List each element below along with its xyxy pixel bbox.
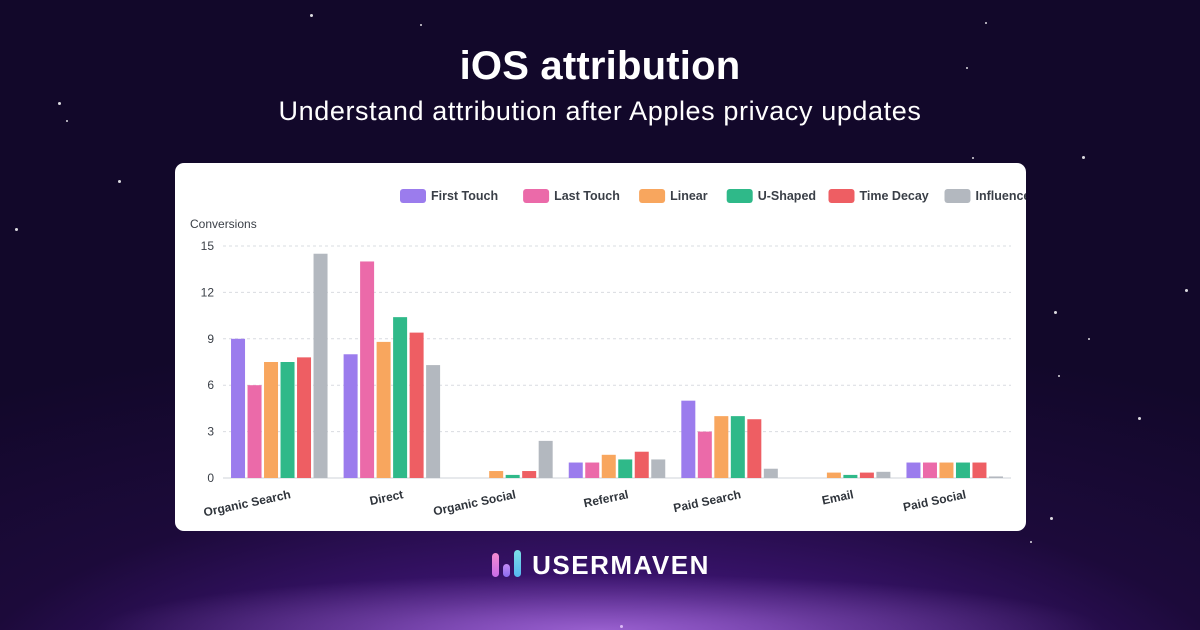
y-axis-label: Conversions xyxy=(190,217,257,231)
legend-label: Linear xyxy=(670,189,708,203)
bar xyxy=(568,462,583,478)
bar xyxy=(955,462,970,478)
bar xyxy=(489,471,504,478)
y-tick-label: 15 xyxy=(201,239,215,253)
legend-swatch xyxy=(944,189,971,203)
chart-card: 0 3 6 9 12 15 Conversions First Touch Last Touch… xyxy=(175,163,1026,531)
bar xyxy=(859,472,874,478)
bottom-glow xyxy=(0,550,1200,630)
legend-swatch xyxy=(726,189,753,203)
legend-label: Influenced xyxy=(976,189,1027,203)
legend-swatch xyxy=(400,189,426,203)
bar xyxy=(939,462,954,478)
bar xyxy=(922,462,937,478)
bar xyxy=(376,341,391,478)
y-tick-label: 6 xyxy=(207,378,214,392)
bar xyxy=(538,440,553,478)
bar xyxy=(988,476,1003,478)
bar xyxy=(651,459,666,478)
legend-label: Time Decay xyxy=(860,189,929,203)
brand-name: USERMAVEN xyxy=(532,549,710,580)
bar xyxy=(231,338,246,478)
bar xyxy=(247,385,262,478)
legend-label: U-Shaped xyxy=(758,189,816,203)
y-tick-label: 3 xyxy=(207,425,214,439)
x-tick-label: Email xyxy=(821,487,855,507)
bar xyxy=(280,362,295,478)
bar xyxy=(697,431,712,478)
x-tick-label: Direct xyxy=(368,487,404,508)
page-subtitle: Understand attribution after Apples priv… xyxy=(278,96,922,126)
bar xyxy=(505,474,520,478)
y-tick-label: 0 xyxy=(207,471,214,485)
x-tick-label: Paid Social xyxy=(902,487,968,514)
bar xyxy=(826,472,841,478)
bar xyxy=(585,462,600,478)
x-tick-label: Organic Social xyxy=(432,487,517,518)
legend-label: Last Touch xyxy=(554,189,620,203)
x-tick-label: Referral xyxy=(582,487,629,510)
usermaven-bars-icon xyxy=(492,550,522,577)
bar xyxy=(297,357,312,478)
bar xyxy=(360,261,375,478)
page-title: iOS attribution xyxy=(459,44,741,88)
bar xyxy=(747,419,762,478)
legend-swatch xyxy=(523,189,550,203)
x-tick-label: Organic Search xyxy=(202,487,292,519)
legend-swatch xyxy=(639,189,666,203)
bar xyxy=(618,459,633,478)
bar xyxy=(522,471,537,478)
bar xyxy=(426,365,441,478)
bar xyxy=(634,451,649,478)
bar-chart: 0 3 6 9 12 15 Conversions First Touch Last Touch… xyxy=(190,189,1027,519)
page-header: iOS attribution Understand attribution a… xyxy=(0,42,1200,128)
bar xyxy=(343,354,358,478)
bar xyxy=(264,362,279,478)
bar xyxy=(681,400,696,478)
bar xyxy=(409,332,424,478)
bar xyxy=(906,462,921,478)
bar xyxy=(876,471,891,478)
bar xyxy=(763,468,778,478)
legend-swatch xyxy=(828,189,855,203)
bar xyxy=(843,474,858,478)
y-tick-label: 9 xyxy=(207,332,214,346)
brand-footer: USERMAVEN xyxy=(0,548,1200,582)
x-tick-label: Paid Search xyxy=(672,487,742,515)
bar xyxy=(601,454,616,478)
bar xyxy=(714,416,729,478)
bar xyxy=(393,317,408,478)
legend-label: First Touch xyxy=(431,189,498,203)
y-tick-label: 12 xyxy=(201,285,215,299)
bar xyxy=(730,416,745,478)
bar xyxy=(972,462,987,478)
bar xyxy=(313,253,328,478)
